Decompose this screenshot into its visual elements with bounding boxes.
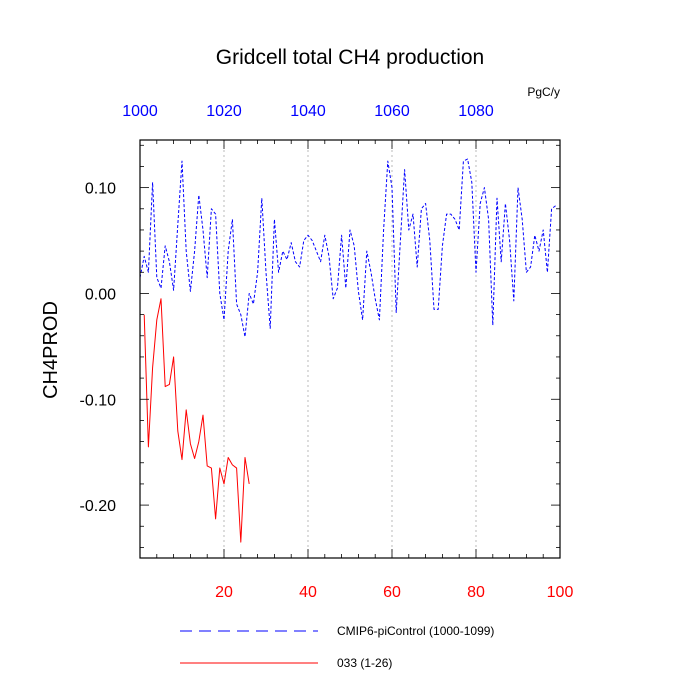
top-tick-label: 1000 xyxy=(122,103,158,120)
y-tick-label: 0.10 xyxy=(85,181,116,198)
series-line-control xyxy=(139,158,557,338)
series-layer xyxy=(139,158,557,543)
top-tick-label: 1080 xyxy=(458,103,494,120)
bottom-tick-label: 80 xyxy=(467,584,485,601)
y-axis-title: CH4PROD xyxy=(40,301,62,399)
legend-label-033: 033 (1-26) xyxy=(337,656,392,670)
plot-frame xyxy=(139,139,561,559)
legend: CMIP6-piControl (1000-1099) 033 (1-26) xyxy=(180,624,494,670)
top-tick-label: 1060 xyxy=(374,103,410,120)
units-label: PgC/y xyxy=(527,85,560,99)
axes: 20 40 60 80 100 1000 1020 1040 1060 1080 0.10 0.00 -… xyxy=(80,103,574,601)
bottom-tick-label: 20 xyxy=(215,584,233,601)
bottom-tick-label: 100 xyxy=(547,584,574,601)
chart-title: Gridcell total CH4 production xyxy=(216,46,484,69)
top-tick-label: 1020 xyxy=(206,103,242,120)
series-line-033 xyxy=(143,298,250,543)
y-tick-label: -0.20 xyxy=(80,498,117,515)
y-tick-label: 0.00 xyxy=(85,286,116,303)
legend-label-control: CMIP6-piControl (1000-1099) xyxy=(337,624,494,638)
y-tick-label: -0.10 xyxy=(80,392,117,409)
bottom-tick-label: 40 xyxy=(299,584,317,601)
bottom-tick-label: 60 xyxy=(383,584,401,601)
top-tick-label: 1040 xyxy=(290,103,326,120)
